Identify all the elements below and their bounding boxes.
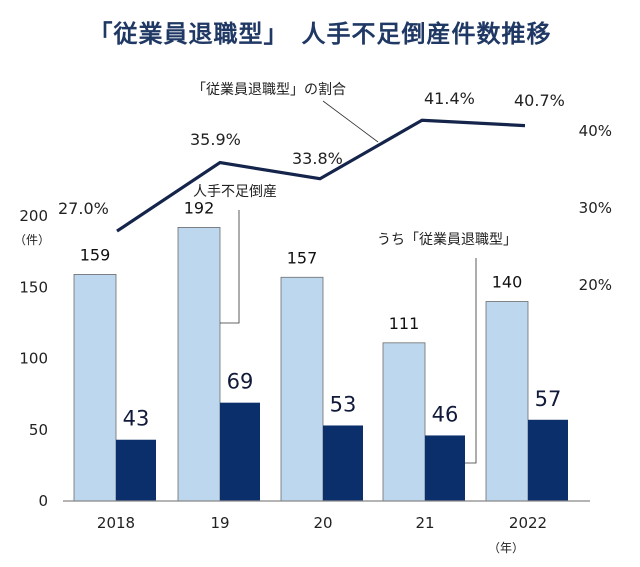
y2-tick-label: 20% [579,276,612,294]
bar-total-20 [280,276,324,502]
x-tick-label: 2022 [509,514,547,532]
x-tick-label: 21 [415,514,434,532]
bar-total-2018 [73,274,117,502]
legend-ratio-callout: 「従業員退職型」の割合 [192,81,346,98]
legend-total-callout: 人手不足倒産 [193,184,277,200]
bar-label-employee-retirement: 57 [535,387,562,411]
callout-leader-ratio [322,100,379,143]
bar-label-employee-retirement: 43 [123,407,150,431]
bar-employee-retirement-21 [425,435,465,501]
line-data-label: 35.9% [190,130,241,149]
bar-label-total: 192 [184,198,215,217]
y2-tick-label: 30% [579,199,612,217]
bar-employee-retirement-2018 [116,439,156,501]
y-tick-label: 0 [38,492,48,510]
bar-label-employee-retirement: 53 [330,392,357,416]
bar-label-total: 157 [287,248,318,267]
bar-employee-retirement-20 [323,425,363,501]
bar-label-employee-retirement: 46 [432,402,459,426]
bar-total-2022 [485,301,529,502]
bar-total-19 [177,226,221,502]
x-tick-label: 20 [313,514,332,532]
bar-employee-retirement-2022 [528,419,568,501]
callout-leader-total [220,210,240,324]
y-tick-label: 50 [29,421,48,439]
y-tick-label: 150 [19,278,48,296]
bar-total-21 [382,342,426,502]
line-data-label: 40.7% [514,91,565,110]
y-tick-label: 200 [19,207,48,225]
x-tick-label: 19 [210,514,229,532]
bar-employee-retirement-19 [220,402,260,501]
y-axis-unit: （件） [14,233,50,247]
y2-tick-label: 40% [579,122,612,140]
bar-label-total: 140 [492,273,523,292]
bar-label-employee-retirement: 69 [227,370,254,394]
legend-employee-retirement-callout: うち「従業員退職型」 [377,232,517,248]
x-tick-label: 2018 [97,514,135,532]
bar-label-total: 159 [80,245,111,264]
line-data-label: 27.0% [58,199,109,218]
bar-label-total: 111 [389,314,420,333]
line-ratio-series [116,118,526,233]
x-axis-unit: （年） [488,541,524,555]
callout-leader-employee-retirement [465,258,477,464]
line-data-label: 33.8% [292,149,343,168]
chart-title: 「従業員退職型」 人手不足倒産件数推移 [88,20,552,48]
line-data-label: 41.4% [424,89,475,108]
y-tick-label: 100 [19,350,48,368]
